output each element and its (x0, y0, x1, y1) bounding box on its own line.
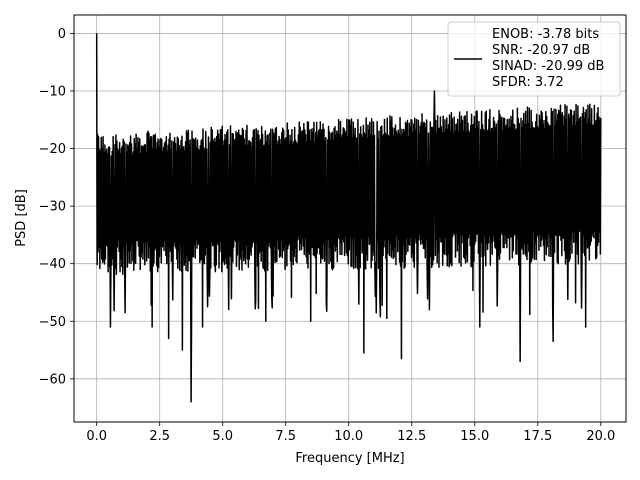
legend-box (447, 21, 621, 97)
legend-snr: SNR: -20.97 dB (492, 43, 590, 58)
legend-sinad: SINAD: -20.99 dB (492, 59, 604, 74)
y-tick-label: −10 (39, 84, 66, 99)
plot-frame (73, 14, 627, 423)
x-tick-label: 2.5 (149, 429, 170, 444)
x-tick-label: 7.5 (275, 429, 296, 444)
legend: ENOB: -3.78 bits SNR: -20.97 dB SINAD: -… (447, 21, 621, 97)
psd-series-line (95, 33, 602, 403)
legend-sfdr: SFDR: 3.72 (492, 75, 564, 90)
series-layer (95, 33, 602, 403)
x-tick-label: 5.0 (212, 429, 233, 444)
y-tick-label: −30 (39, 200, 66, 215)
x-tick-label: 10.0 (334, 429, 363, 444)
y-tick-label: −40 (39, 257, 66, 272)
y-tick-label: 0 (58, 27, 66, 42)
y-tick-label: −20 (39, 142, 66, 157)
x-tick-label: 0.0 (86, 429, 107, 444)
x-tick-label: 17.5 (523, 429, 552, 444)
y-tick-label: −50 (39, 315, 66, 330)
x-axis-label: Frequency [MHz] (295, 451, 404, 466)
y-axis-ticks: 0 −10 −20 −30 −40 −50 −60 (39, 27, 74, 387)
y-axis-label: PSD [dB] (14, 189, 29, 247)
x-tick-label: 12.5 (397, 429, 426, 444)
x-axis-ticks: 0.0 2.5 5.0 7.5 10.0 12.5 15.0 17.5 20.0 (86, 422, 615, 444)
legend-enob: ENOB: -3.78 bits (492, 27, 599, 42)
x-tick-label: 20.0 (586, 429, 615, 444)
x-tick-label: 15.0 (460, 429, 489, 444)
y-tick-label: −60 (39, 372, 66, 387)
